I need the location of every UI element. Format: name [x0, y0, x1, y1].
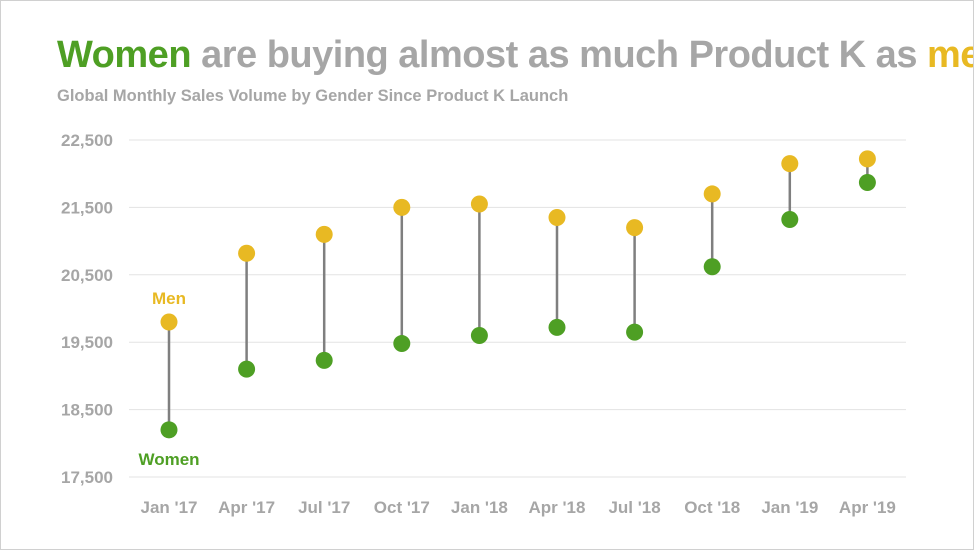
men-series-label: Men: [152, 289, 186, 308]
title-women: Women: [57, 34, 192, 76]
women-point: [858, 173, 876, 191]
x-tick-label: Apr '19: [839, 498, 896, 517]
y-tick-label: 18,500: [61, 401, 113, 420]
y-tick-label: 17,500: [61, 468, 113, 487]
chart-subtitle: Global Monthly Sales Volume by Gender Si…: [57, 87, 569, 105]
x-tick-label: Jan '17: [141, 498, 198, 517]
women-point: [160, 421, 178, 439]
x-tick-label: Jan '19: [761, 498, 818, 517]
x-tick-label: Apr '18: [529, 498, 586, 517]
men-point: [781, 155, 799, 173]
women-point: [548, 318, 566, 336]
men-point: [626, 219, 644, 237]
men-point: [315, 225, 333, 243]
x-tick-label: Jul '17: [298, 498, 350, 517]
women-point: [393, 335, 411, 353]
x-tick-label: Oct '18: [684, 498, 740, 517]
men-point: [548, 209, 566, 227]
men-point: [470, 195, 488, 213]
x-tick-label: Jan '18: [451, 498, 508, 517]
women-series-label: Women: [138, 450, 199, 469]
men-point: [238, 244, 256, 262]
y-tick-label: 21,500: [61, 198, 113, 217]
women-point: [315, 351, 333, 369]
women-point: [703, 258, 721, 276]
men-point: [160, 313, 178, 331]
x-tick-label: Oct '17: [374, 498, 430, 517]
x-tick-label: Jul '18: [608, 498, 660, 517]
men-point: [393, 198, 411, 216]
y-tick-label: 19,500: [61, 333, 113, 352]
women-point: [470, 326, 488, 344]
women-point: [781, 211, 799, 229]
men-point: [858, 150, 876, 168]
x-tick-label: Apr '17: [218, 498, 275, 517]
title-middle: are buying almost as much Product K as: [191, 34, 928, 76]
men-point: [703, 185, 721, 203]
y-tick-label: 20,500: [61, 266, 113, 285]
women-point: [238, 360, 256, 378]
women-point: [626, 323, 644, 341]
y-tick-label: 22,500: [61, 131, 113, 150]
title-men: men: [927, 34, 973, 76]
chart-title: Women are buying almost as much Product …: [57, 34, 973, 77]
